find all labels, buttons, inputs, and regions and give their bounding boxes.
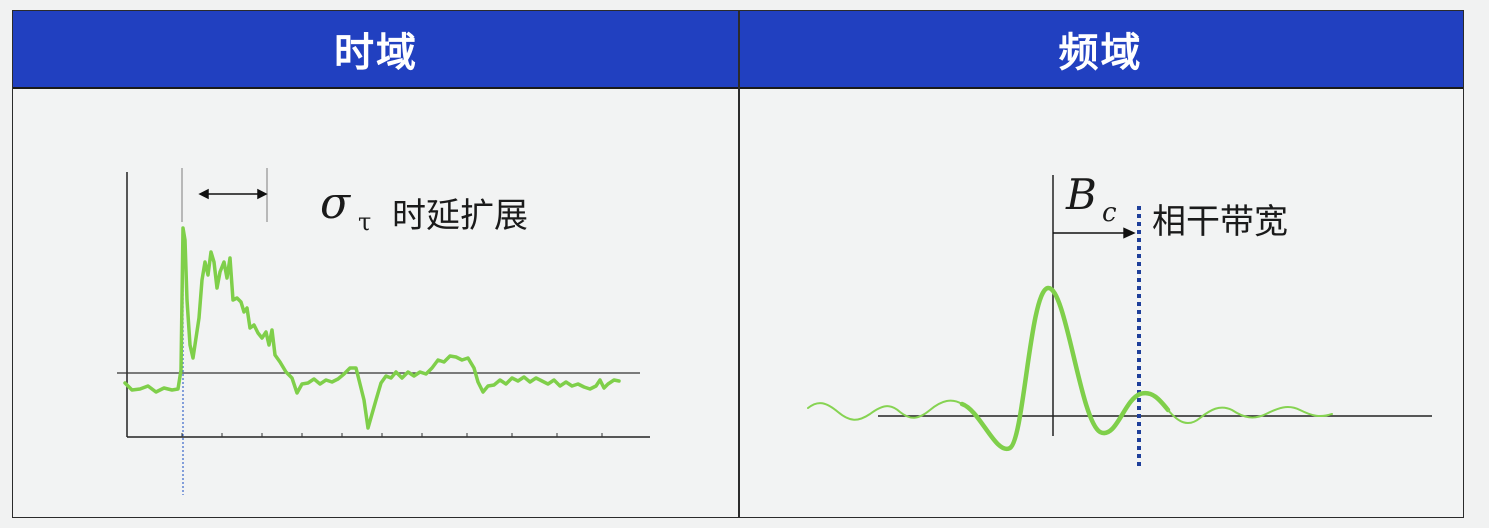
header-frequency-domain: 频域 [1058, 30, 1143, 76]
delay-double-arrow [198, 188, 268, 200]
coherence-bandwidth-label: 相干带宽 [1152, 202, 1288, 242]
time-domain-plot [117, 168, 650, 495]
comparison-table: 时域 频域 [12, 10, 1464, 518]
freq-right-tail [1167, 406, 1333, 425]
bandwidth-arrow [1053, 227, 1136, 239]
coherence-bandwidth-symbol: B [1066, 170, 1097, 219]
freq-left-tail [807, 399, 963, 421]
frequency-domain-plot [807, 175, 1432, 470]
delay-spread-label: 时延扩展 [392, 196, 528, 236]
impulse-response-curve [123, 226, 621, 430]
coherence-bandwidth-subscript: c [1102, 198, 1117, 228]
delay-spread-symbol: σ [320, 178, 351, 229]
column-divider [738, 11, 740, 517]
time-x-ticks [181, 433, 603, 437]
correlation-curve [959, 285, 1171, 452]
header-time-domain: 时域 [334, 30, 418, 76]
delay-spread-subscript: τ [358, 208, 372, 236]
